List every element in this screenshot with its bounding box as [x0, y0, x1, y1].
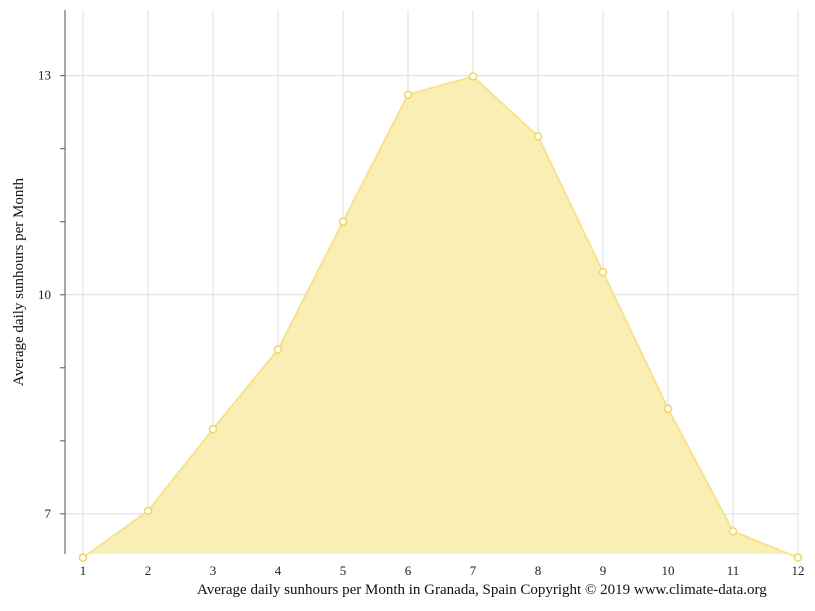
x-tick-label: 12: [792, 563, 805, 578]
data-point-month-11: [728, 527, 738, 536]
sunhours-line: [82, 75, 799, 559]
x-tick-label: 7: [470, 563, 477, 578]
data-point-month-1: [78, 553, 88, 562]
data-point-markers: [78, 72, 803, 562]
data-point-month-3: [208, 424, 218, 434]
data-point-month-10: [663, 404, 673, 413]
data-point-month-9: [598, 267, 608, 277]
x-tick-label: 3: [210, 563, 217, 578]
data-point-month-12: [793, 553, 803, 562]
y-tick-labels: 7 10 13: [38, 68, 52, 521]
x-tick-label: 4: [275, 563, 282, 578]
y-minor-ticks: [60, 75, 65, 515]
chart-caption: Average daily sunhours per Month in Gran…: [197, 582, 767, 598]
y-axis-label: Average daily sunhours per Month: [11, 178, 27, 387]
x-tick-labels: 1 2 3 4 5 6 7 8 9 10 11 12: [80, 563, 805, 578]
x-tick-label: 8: [535, 563, 542, 578]
y-tick-label: 7: [45, 506, 52, 521]
data-point-month-2: [143, 506, 153, 516]
y-tick-label: 10: [38, 287, 51, 302]
data-point-month-6: [403, 90, 413, 99]
x-tick-label: 11: [727, 563, 740, 578]
sunhours-area: [83, 76, 798, 558]
data-point-month-4: [273, 345, 283, 354]
x-tick-label: 10: [662, 563, 675, 578]
x-tick-label: 9: [600, 563, 607, 578]
x-tick-label: 6: [405, 563, 412, 578]
data-point-month-5: [338, 217, 348, 227]
x-tick-label: 1: [80, 563, 87, 578]
x-tick-label: 2: [145, 563, 152, 578]
x-tick-label: 5: [340, 563, 347, 578]
data-point-month-7: [468, 72, 478, 81]
data-point-month-8: [533, 132, 543, 141]
y-tick-label: 13: [38, 68, 51, 83]
